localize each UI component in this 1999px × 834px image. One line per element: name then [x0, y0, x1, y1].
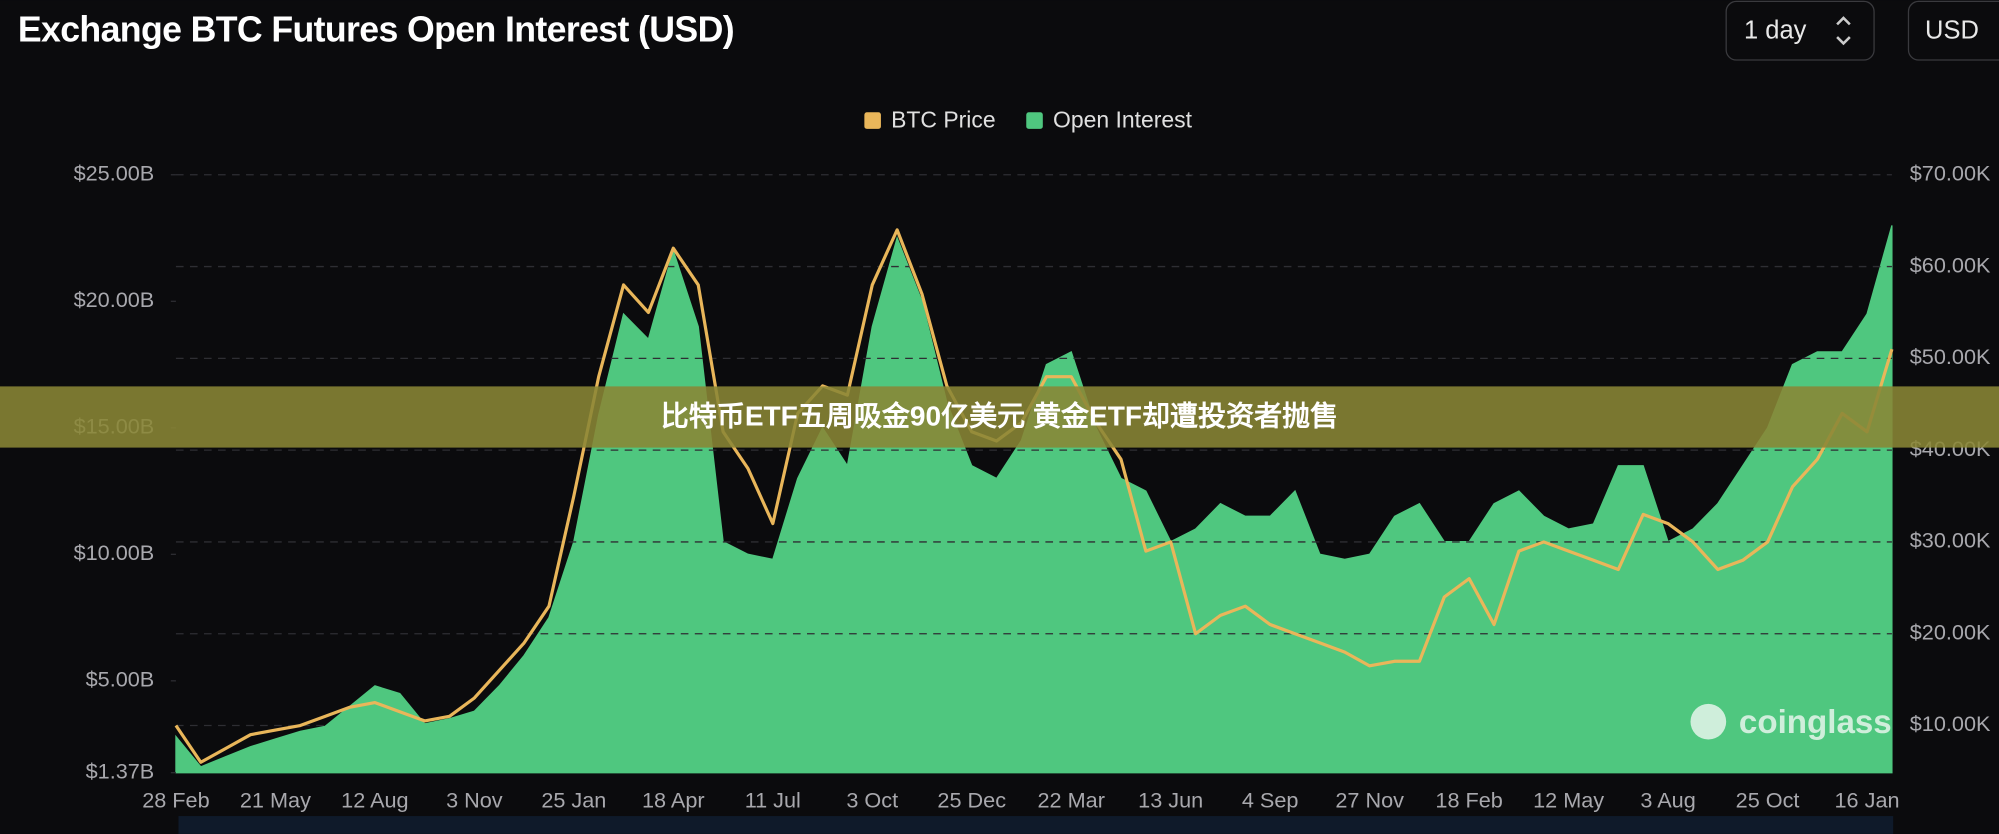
- y-tick-label: $20.00B: [74, 287, 155, 312]
- y2-tick-label: $50.00K: [1910, 344, 1991, 369]
- plot: $10.00K$20.00K$30.00K$40.00K$50.00K$60.0…: [74, 106, 1991, 812]
- x-tick-label: 22 Mar: [1038, 788, 1105, 813]
- x-tick-label: 25 Dec: [937, 788, 1006, 813]
- navigator: [178, 816, 1894, 834]
- select-label[interactable]: 1 day: [1744, 17, 1807, 45]
- select-label[interactable]: USD: [1925, 17, 1979, 45]
- legend-swatch: [1026, 112, 1043, 129]
- y2-tick-label: $10.00K: [1910, 711, 1991, 736]
- x-tick-label: 18 Feb: [1435, 788, 1502, 813]
- legend-swatch: [864, 112, 881, 129]
- watermark-icon: [1690, 703, 1727, 740]
- y-tick-label: $25.00B: [74, 160, 155, 185]
- x-tick-label: 28 Feb: [142, 788, 209, 813]
- banner: [0, 386, 1999, 448]
- y2-tick-label: $30.00K: [1910, 528, 1991, 553]
- x-tick-label: 16 Jan: [1835, 788, 1900, 813]
- y2-tick-label: $60.00K: [1910, 252, 1991, 277]
- x-tick-label: 3 Aug: [1640, 788, 1695, 813]
- x-tick-label: 21 May: [240, 788, 311, 813]
- y-tick-label: $5.00B: [86, 667, 155, 692]
- legend-label: BTC Price: [891, 106, 996, 132]
- y2-tick-label: $20.00K: [1910, 619, 1991, 644]
- x-tick-label: 3 Nov: [446, 788, 503, 813]
- x-tick-label: 27 Nov: [1335, 788, 1404, 813]
- x-tick-label: 25 Oct: [1736, 788, 1800, 813]
- x-tick-label: 18 Apr: [642, 788, 705, 813]
- x-tick-label: 25 Jan: [541, 788, 606, 813]
- x-tick-label: 4 Sep: [1242, 788, 1299, 813]
- watermark-text: coinglass: [1739, 704, 1892, 741]
- x-tick-label: 12 May: [1533, 788, 1604, 813]
- banner-text: 比特币ETF五周吸金90亿美元 黄金ETF却遭投资者抛售: [661, 400, 1338, 432]
- select-box[interactable]: [1907, 0, 1999, 61]
- x-tick-label: 12 Aug: [341, 788, 408, 813]
- watermark: coinglass: [1690, 703, 1892, 741]
- chart-title: Exchange BTC Futures Open Interest (USD): [18, 9, 734, 49]
- select-box[interactable]: [1725, 0, 1875, 61]
- y-tick-label: $1.37B: [86, 758, 155, 783]
- currency-select[interactable]: USD: [1907, 0, 1999, 61]
- y-tick-label: $10.00B: [74, 540, 155, 565]
- interval-select[interactable]: 1 day: [1725, 0, 1875, 61]
- legend-label: Open Interest: [1053, 106, 1193, 132]
- x-tick-label: 3 Oct: [846, 788, 898, 813]
- x-tick-label: 11 Jul: [745, 788, 801, 813]
- chevron-icon: [1836, 16, 1851, 46]
- y2-tick-label: $70.00K: [1910, 160, 1991, 185]
- x-tick-label: 13 Jun: [1138, 788, 1203, 813]
